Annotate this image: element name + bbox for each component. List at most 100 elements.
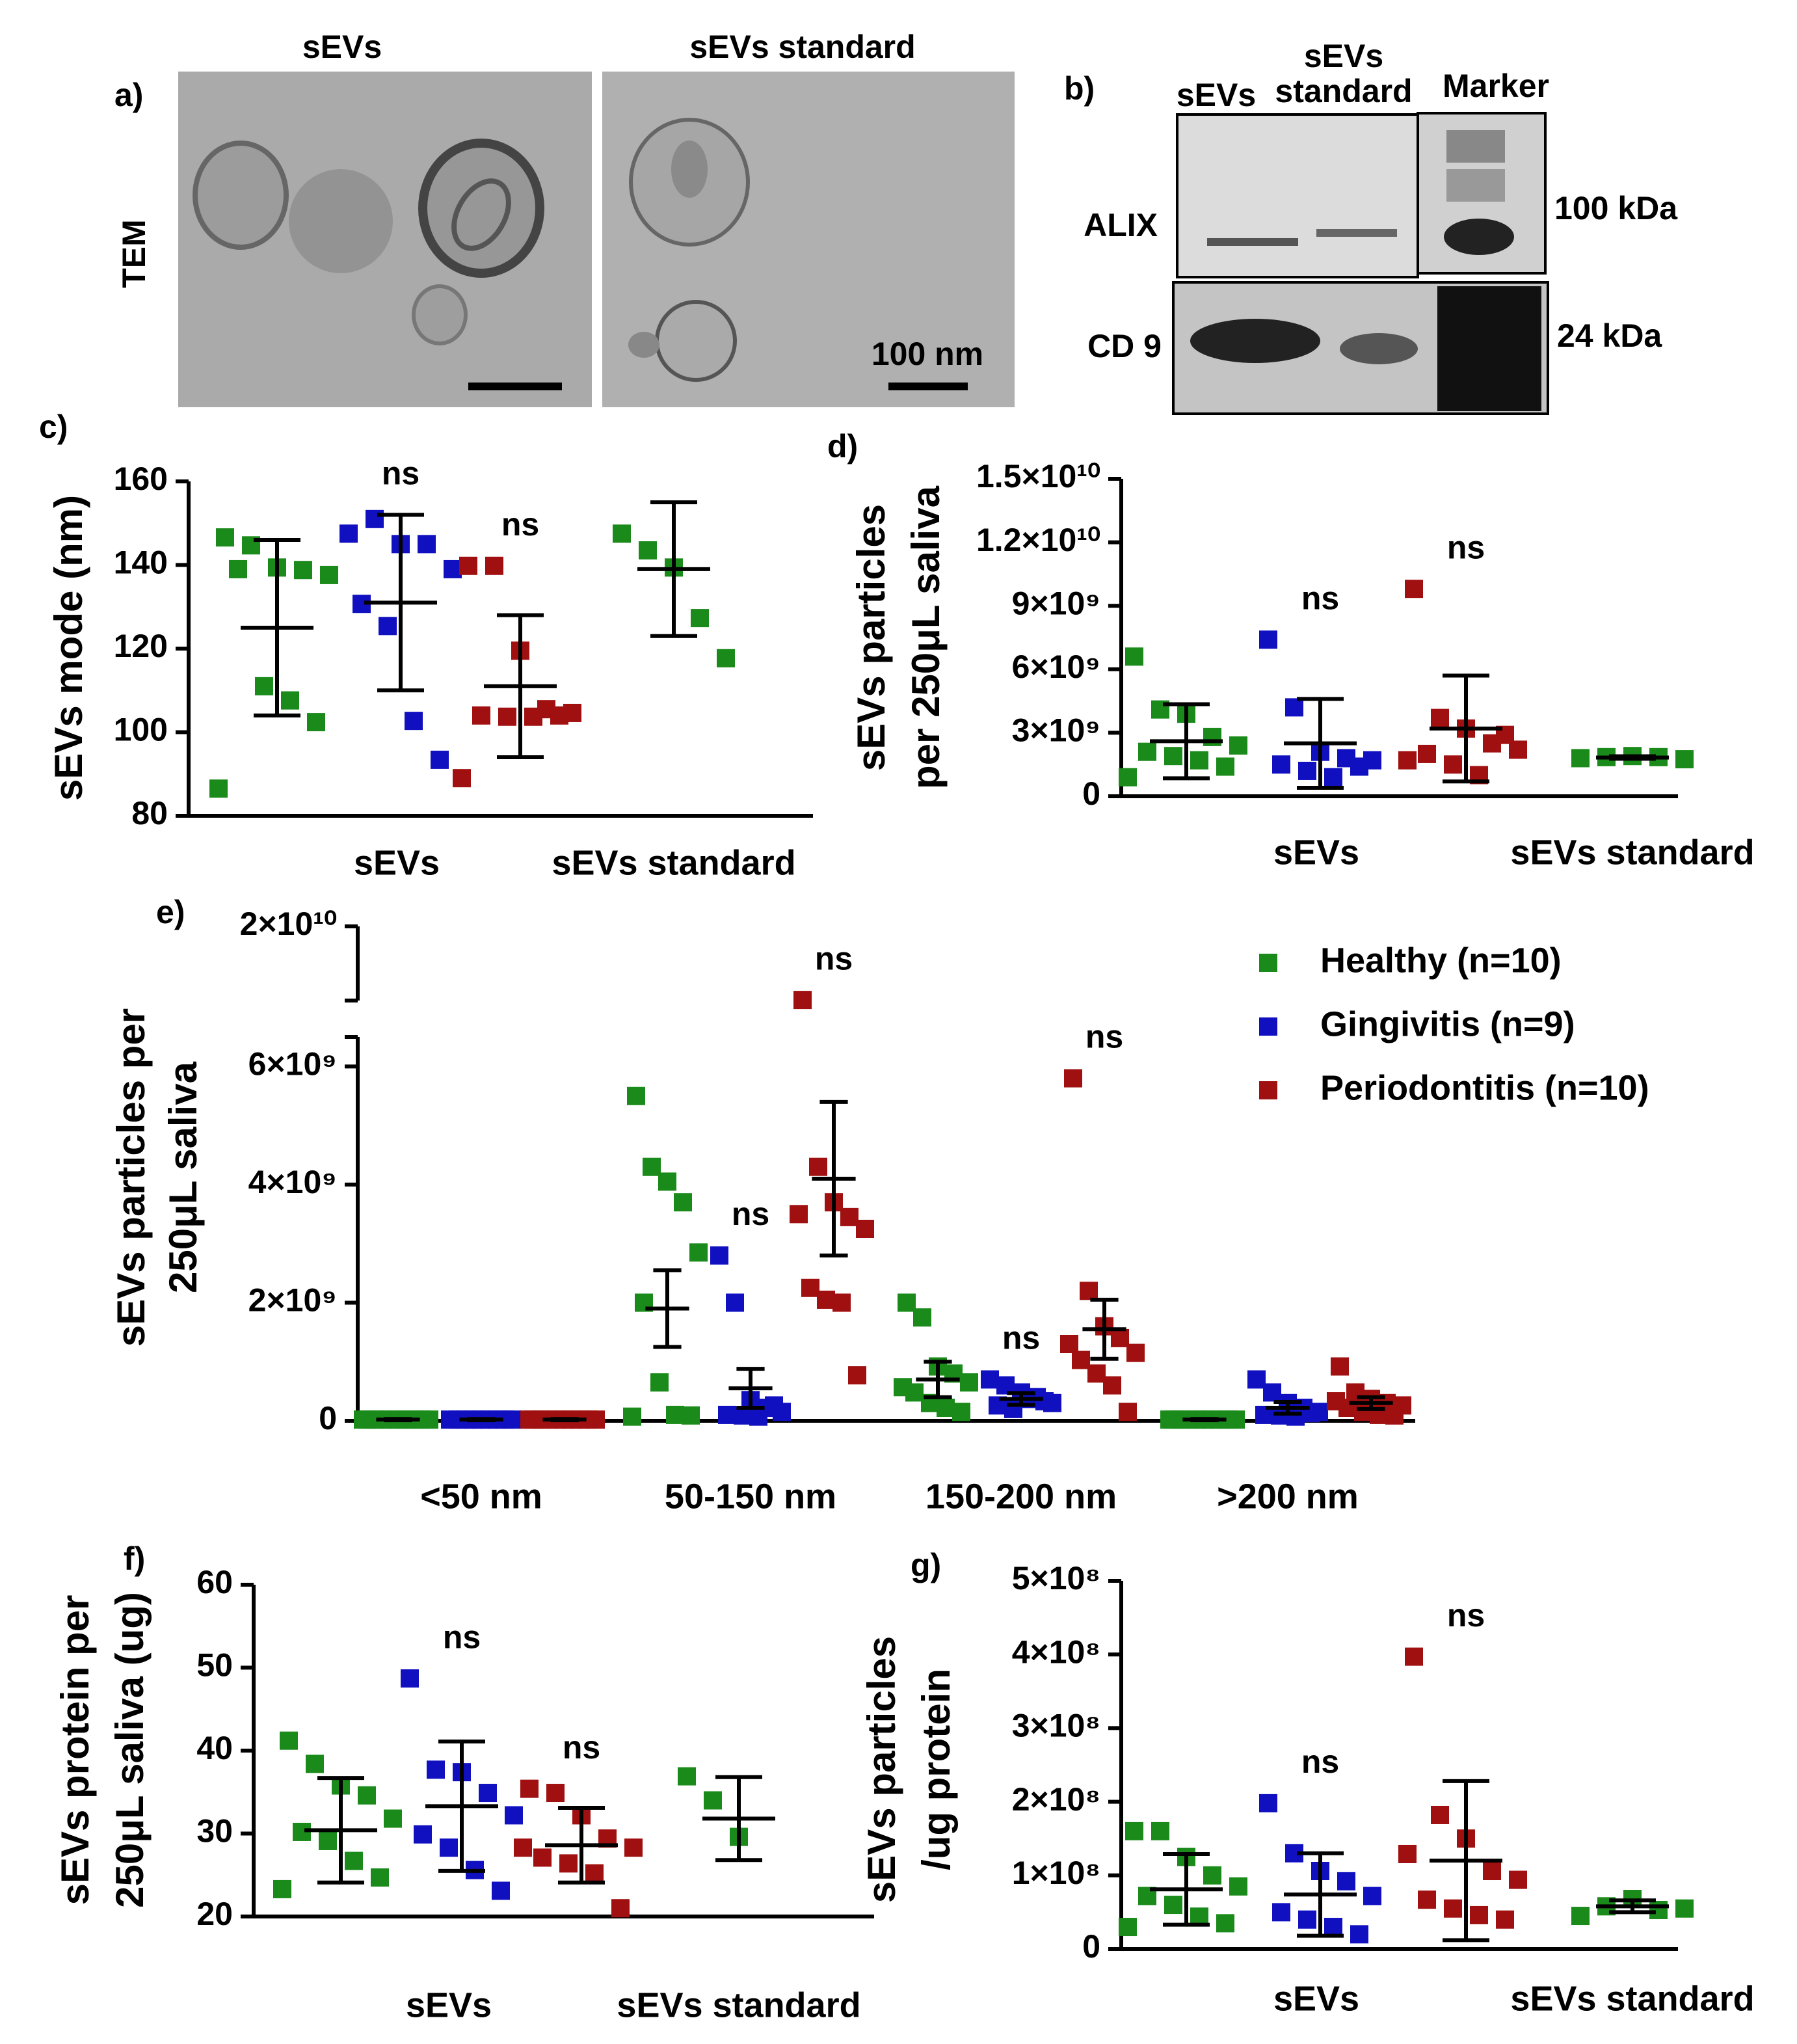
data-point <box>1405 580 1423 598</box>
data-point <box>1444 755 1462 774</box>
tem-image <box>602 72 1015 407</box>
data-point <box>840 1207 859 1226</box>
blot <box>1172 112 1549 415</box>
significance: ns <box>1002 1320 1040 1356</box>
data-point <box>1398 1844 1417 1863</box>
data-point <box>726 1293 744 1312</box>
scale-bar-label: 100 nm <box>872 336 983 372</box>
x-tick-label: sEVs standard <box>1510 1979 1754 2018</box>
y-axis-label: /ug protein <box>914 1669 958 1870</box>
data-point <box>1298 1910 1316 1929</box>
data-point <box>307 713 325 732</box>
data-point <box>1272 1903 1290 1922</box>
y-axis-label: sEVs particles <box>860 1636 903 1903</box>
data-point <box>1418 744 1436 763</box>
data-point <box>585 1864 604 1883</box>
lane-label: sEVs <box>1177 77 1256 113</box>
data-point <box>281 691 299 710</box>
significance: ns <box>563 1729 600 1766</box>
x-tick-label: sEVs standard <box>1510 833 1754 872</box>
x-tick-label: sEVs <box>354 843 440 882</box>
y-tick-label: 120 <box>114 628 168 664</box>
tem-image <box>178 72 592 407</box>
y-tick-label: 60 <box>196 1564 233 1600</box>
y-tick-label: 20 <box>196 1896 233 1932</box>
y-tick-label: 3×10⁹ <box>1012 712 1100 749</box>
data-point <box>559 1854 578 1873</box>
data-point <box>674 1193 692 1212</box>
panel-label: f) <box>124 1540 145 1577</box>
data-point <box>1229 736 1247 755</box>
data-point <box>371 1868 389 1887</box>
data-point <box>913 1308 931 1327</box>
data-point <box>1247 1370 1266 1389</box>
data-point <box>405 712 423 731</box>
data-point <box>704 1791 722 1810</box>
data-point <box>1125 1822 1143 1840</box>
data-point <box>1126 1343 1145 1362</box>
data-point <box>366 509 384 528</box>
data-point <box>339 524 358 543</box>
data-point <box>444 559 462 578</box>
y-tick-label: 1.5×10¹⁰ <box>976 458 1100 494</box>
data-point <box>1350 757 1368 776</box>
data-point <box>1431 708 1449 727</box>
data-point <box>611 1899 630 1918</box>
data-point <box>1327 1392 1345 1411</box>
data-point <box>1363 1887 1381 1905</box>
data-point <box>981 1370 999 1389</box>
data-point <box>952 1403 970 1421</box>
row-title: TEM <box>116 219 152 288</box>
panel-label: e) <box>156 894 185 930</box>
data-point <box>790 1205 808 1224</box>
significance: ns <box>1301 580 1339 616</box>
data-point <box>1103 1376 1121 1395</box>
data-point <box>418 535 436 554</box>
data-point <box>1331 1357 1349 1376</box>
data-point <box>1470 1905 1488 1924</box>
y-tick-label: 2×10⁹ <box>248 1282 337 1319</box>
panel-label: c) <box>39 409 68 445</box>
data-point <box>1444 1899 1462 1918</box>
data-point <box>320 565 338 584</box>
data-point <box>1190 1907 1208 1926</box>
data-point <box>1072 1351 1090 1369</box>
data-point <box>817 1290 835 1309</box>
data-point <box>1164 1896 1182 1915</box>
data-point <box>1060 1335 1078 1353</box>
data-point <box>1203 727 1221 746</box>
y-tick-label: 50 <box>196 1647 233 1684</box>
y-tick-label: 30 <box>196 1813 233 1849</box>
y-tick-label: 9×10⁹ <box>1012 585 1100 621</box>
data-point <box>627 1086 645 1105</box>
x-tick-label: 150-200 nm <box>925 1477 1117 1516</box>
x-tick-label: sEVs <box>406 1985 492 2024</box>
data-point <box>255 677 273 695</box>
row-label: ALIX <box>1084 207 1158 243</box>
data-point <box>1649 1901 1668 1920</box>
x-tick-label: >200 nm <box>1217 1477 1359 1516</box>
data-point <box>401 1669 419 1688</box>
data-point <box>1337 1872 1355 1890</box>
y-axis-label: sEVs protein per <box>53 1595 97 1905</box>
data-point <box>520 1779 539 1798</box>
data-point <box>427 1760 445 1779</box>
data-point <box>1571 1907 1590 1926</box>
data-point <box>1064 1069 1082 1088</box>
y-tick-label: 100 <box>114 712 168 748</box>
data-point <box>345 1851 363 1870</box>
panel-label: d) <box>827 428 858 464</box>
y-tick-label: 0 <box>1082 1928 1100 1965</box>
y-tick-label: 2×10⁸ <box>1012 1781 1100 1818</box>
legend-label: Periodontitis (n=10) <box>1320 1068 1649 1107</box>
data-point <box>354 1410 372 1429</box>
legend-label: Gingivitis (n=9) <box>1320 1004 1575 1043</box>
data-point <box>1119 1918 1137 1937</box>
data-point <box>453 769 471 788</box>
significance: ns <box>732 1196 769 1232</box>
data-point <box>1216 757 1234 776</box>
legend-swatch <box>1259 1017 1277 1036</box>
panel-label: a) <box>114 77 143 113</box>
data-point <box>689 1243 708 1262</box>
significance: ns <box>1447 1597 1485 1634</box>
